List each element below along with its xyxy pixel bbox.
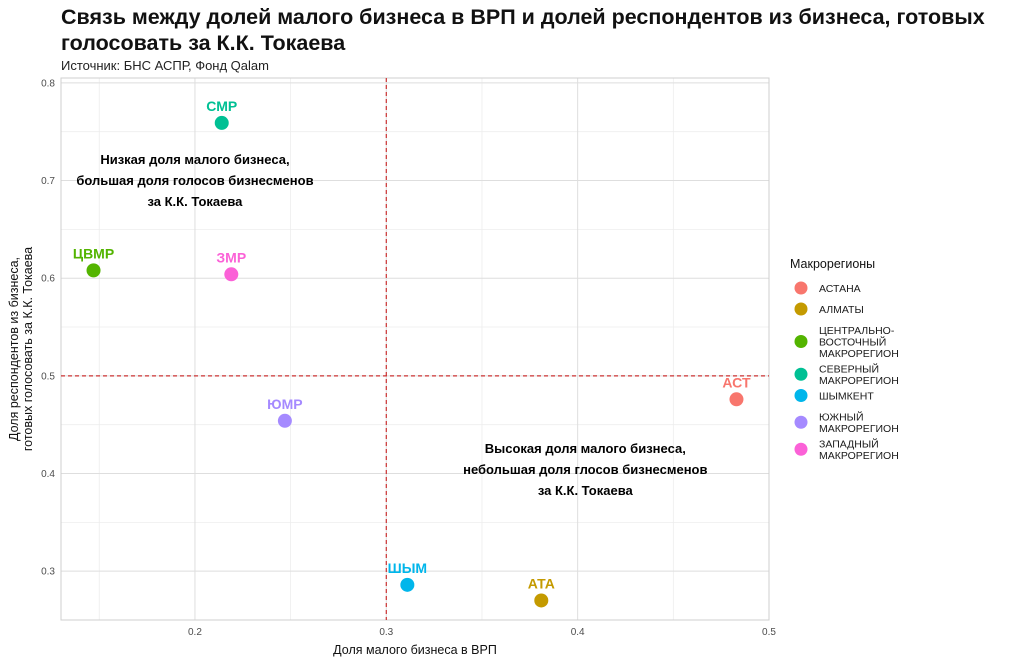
- y-tick-label: 0.4: [41, 469, 55, 480]
- plot-border: [60, 77, 770, 621]
- chart-source: Источник: БНС АСПР, Фонд Qalam: [61, 58, 269, 73]
- legend-key: [794, 442, 808, 456]
- legend-key: [794, 281, 808, 295]
- y-tick-label: 0.5: [41, 371, 55, 382]
- legend-key: [794, 302, 808, 316]
- legend-label: МАКРОРЕГИОН: [819, 450, 899, 462]
- point-label: АТА: [528, 575, 555, 591]
- plot-panel: [61, 78, 769, 620]
- legend-label: МАКРОРЕГИОН: [819, 375, 899, 387]
- x-axis-title: Доля малого бизнеса в ВРП: [333, 643, 497, 657]
- x-tick-label: 0.3: [379, 627, 393, 638]
- legend-label: АСТАНА: [819, 283, 861, 295]
- legend-key: [794, 415, 808, 429]
- point-label: ЮМР: [267, 396, 302, 412]
- data-point: [277, 413, 292, 428]
- quadrant-annotation-line: Низкая доля малого бизнеса,: [100, 152, 289, 167]
- x-tick-label: 0.5: [762, 627, 776, 638]
- legend-label: МАКРОРЕГИОН: [819, 348, 899, 360]
- point-label: АСТ: [722, 374, 751, 390]
- point-label: СМР: [206, 98, 237, 114]
- legend-label: ШЫМКЕНТ: [819, 390, 874, 402]
- x-tick-label: 0.2: [188, 627, 202, 638]
- point-label: ШЫМ: [388, 560, 427, 576]
- y-tick-label: 0.8: [41, 78, 55, 89]
- legend-key: [794, 367, 808, 381]
- x-tick-label: 0.4: [571, 627, 585, 638]
- legend-key: [794, 335, 808, 348]
- point-label: ЗМР: [216, 249, 246, 265]
- y-axis-title-line: готовых голосовать за К.К. Токаева: [21, 247, 35, 451]
- data-point: [224, 267, 239, 282]
- data-point: [534, 593, 549, 608]
- quadrant-annotation-line: небольшая доля глосов бизнесменов: [463, 462, 707, 477]
- quadrant-annotation-line: за К.К. Токаева: [147, 194, 243, 209]
- legend-title: Макрорегионы: [790, 257, 875, 271]
- y-tick-label: 0.3: [41, 567, 55, 578]
- quadrant-annotation-line: за К.К. Токаева: [538, 483, 634, 498]
- legend-label: ЗАПАДНЫЙ: [819, 437, 879, 450]
- data-point: [400, 577, 415, 592]
- y-axis-title-line: Доля респондентов из бизнеса,: [7, 257, 21, 441]
- legend-label: ВОСТОЧНЫЙ: [819, 335, 886, 348]
- y-tick-label: 0.7: [41, 176, 55, 187]
- data-point: [86, 263, 101, 278]
- legend-label: ЦЕНТРАЛЬНО-: [819, 325, 895, 337]
- legend-label: АЛМАТЫ: [819, 304, 864, 316]
- legend-label: МАКРОРЕГИОН: [819, 423, 899, 435]
- legend-key: [794, 389, 808, 402]
- quadrant-annotation-line: Высокая доля малого бизнеса,: [485, 441, 686, 456]
- data-point: [214, 115, 229, 130]
- legend-label: СЕВЕРНЫЙ: [819, 362, 879, 375]
- quadrant-annotation-line: большая доля голосов бизнесменов: [76, 173, 313, 188]
- point-label: ЦВМР: [73, 245, 114, 261]
- data-point: [729, 392, 744, 407]
- legend-label: ЮЖНЫЙ: [819, 410, 864, 423]
- y-tick-label: 0.6: [41, 274, 55, 285]
- chart-title: Связь между долей малого бизнеса в ВРП и…: [61, 5, 985, 55]
